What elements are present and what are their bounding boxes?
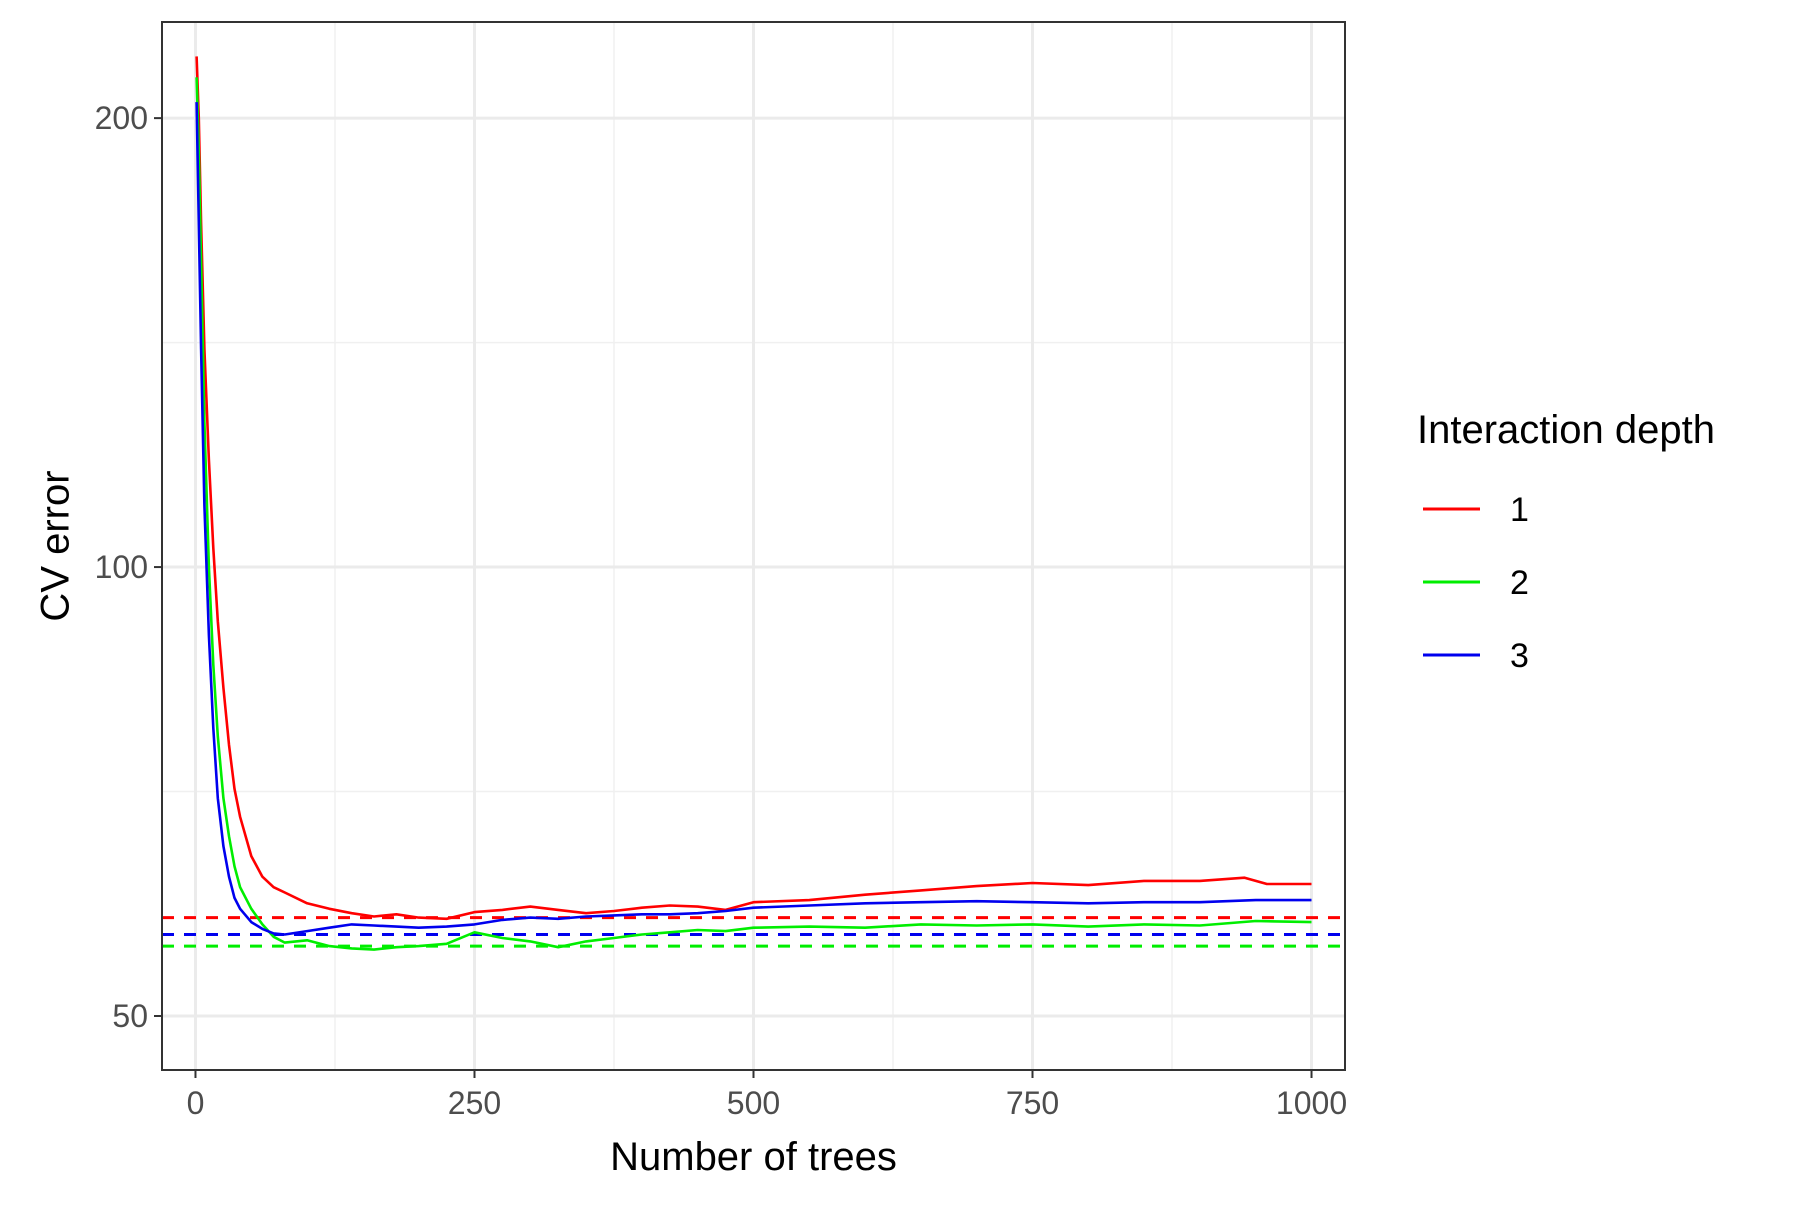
legend-label-depth-1: 1 (1510, 491, 1529, 529)
y-tick-label: 200 (95, 100, 148, 136)
x-tick-label: 250 (448, 1085, 501, 1121)
series-line-depth-1 (195, 56, 1312, 921)
y-tick-label: 50 (112, 998, 148, 1034)
legend: Interaction depth 1 2 3 (1417, 408, 1715, 675)
legend-items: 1 2 3 (1423, 491, 1529, 675)
grid-layer (162, 22, 1345, 1070)
series-layer (195, 56, 1312, 951)
x-tick-label: 750 (1006, 1085, 1059, 1121)
legend-title: Interaction depth (1417, 408, 1715, 452)
x-tick-label: 0 (187, 1085, 205, 1121)
legend-label-depth-2: 2 (1510, 564, 1529, 602)
series-line-depth-2 (195, 77, 1312, 951)
legend-label-depth-3: 3 (1510, 637, 1529, 675)
axis-layer: 0 250 500 750 1000 50 100 200 (95, 100, 1348, 1121)
x-axis-label: Number of trees (610, 1135, 897, 1179)
series-line-depth-3 (195, 102, 1312, 936)
x-tick-label: 1000 (1276, 1085, 1347, 1121)
x-tick-label: 500 (727, 1085, 780, 1121)
y-axis-label: CV error (34, 470, 78, 621)
y-tick-label: 100 (95, 549, 148, 585)
